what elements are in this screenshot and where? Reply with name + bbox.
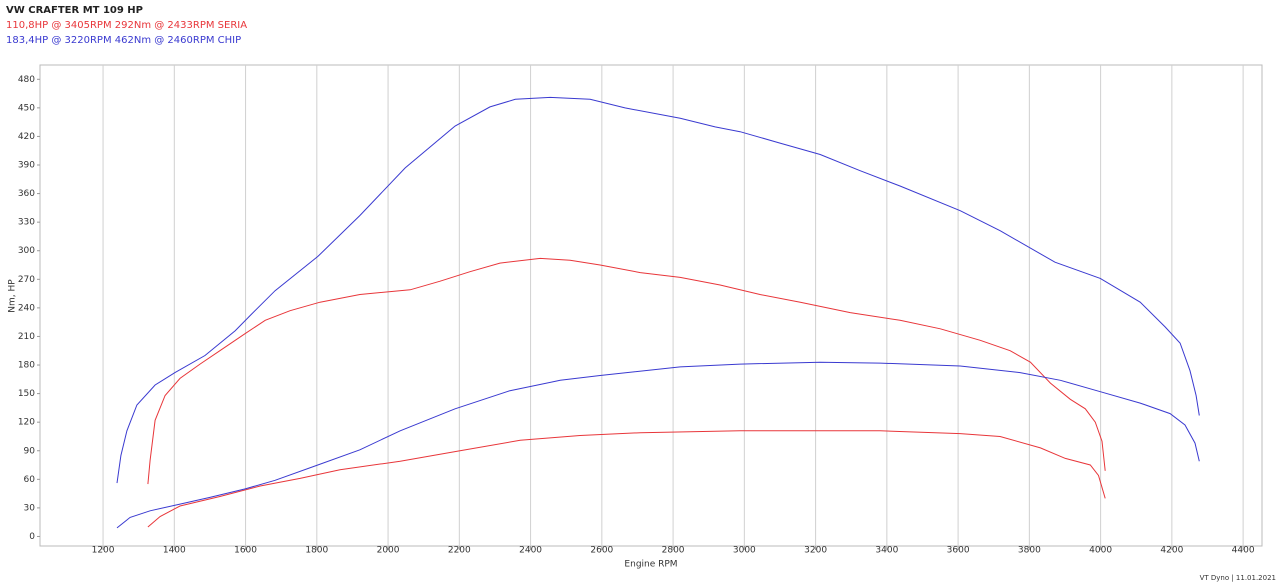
x-tick-label: 2200 [448, 546, 471, 556]
legend-entry: 183,4HP @ 3220RPM 462Nm @ 2460RPM CHIP [6, 35, 241, 46]
y-tick-label: 420 [18, 132, 35, 142]
x-tick-label: 1600 [234, 546, 257, 556]
x-tick-label: 3400 [875, 546, 898, 556]
x-tick-label: 2400 [519, 546, 542, 556]
y-tick-label: 360 [18, 189, 35, 199]
y-tick-label: 300 [18, 246, 35, 256]
x-tick-label: 1200 [92, 546, 115, 556]
x-axis-label: Engine RPM [624, 560, 677, 570]
x-tick-label: 3000 [733, 546, 756, 556]
line-series [116, 361, 1200, 529]
x-tick-label: 3600 [947, 546, 970, 556]
y-tick-label: 390 [18, 161, 35, 171]
x-tick-label: 4200 [1160, 546, 1183, 556]
y-tick-label: 240 [18, 303, 35, 313]
line-series [147, 257, 1106, 485]
x-tick-label: 3200 [804, 546, 827, 556]
chart-title: VW CRAFTER MT 109 HP [6, 5, 143, 16]
y-tick-label: 30 [24, 503, 36, 513]
y-tick-label: 150 [18, 389, 35, 399]
x-tick-label: 3800 [1018, 546, 1041, 556]
y-tick-label: 0 [29, 532, 35, 542]
x-tick-label: 1800 [305, 546, 328, 556]
y-tick-label: 270 [18, 275, 35, 285]
y-tick-label: 210 [18, 332, 35, 342]
x-tick-label: 2000 [377, 546, 400, 556]
y-tick-label: 120 [18, 418, 35, 428]
y-tick-label: 330 [18, 218, 35, 228]
x-tick-label: 2600 [590, 546, 613, 556]
line-series [147, 430, 1106, 528]
line-series [116, 96, 1200, 484]
y-tick-label: 60 [24, 475, 36, 485]
x-tick-label: 2800 [662, 546, 685, 556]
y-axis-label: Nm, HP [8, 279, 18, 313]
x-tick-label: 1400 [163, 546, 186, 556]
y-tick-label: 450 [18, 103, 35, 113]
legend-entry: 110,8HP @ 3405RPM 292Nm @ 2433RPM SERIA [6, 20, 247, 31]
plot-area [39, 64, 1263, 547]
y-tick-label: 180 [18, 361, 35, 371]
y-tick-label: 480 [18, 75, 35, 85]
y-tick-label: 90 [24, 446, 36, 456]
x-tick-label: 4400 [1232, 546, 1255, 556]
x-tick-label: 4000 [1089, 546, 1112, 556]
footer: VT Dyno | 11.01.2021 [1200, 574, 1276, 582]
